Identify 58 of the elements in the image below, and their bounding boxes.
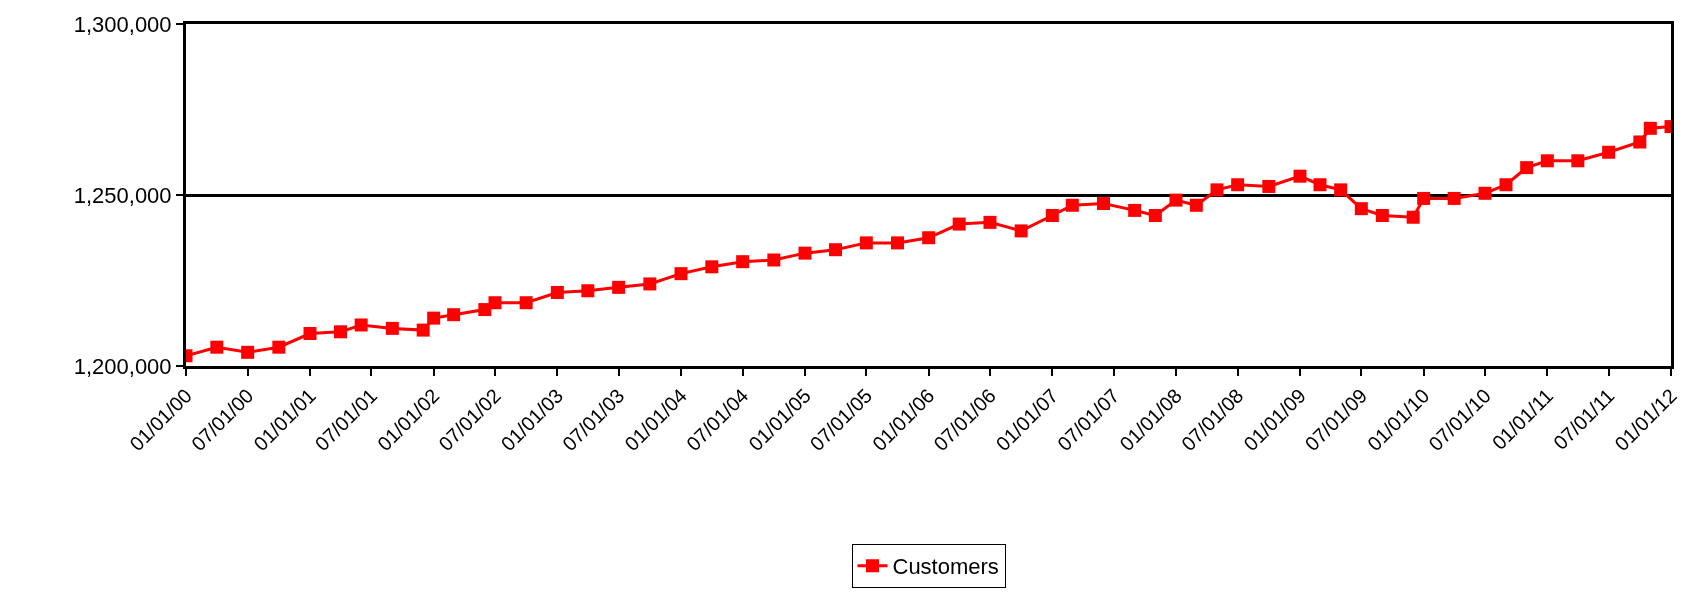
point: [1128, 203, 1142, 217]
point: [952, 217, 966, 231]
point: [581, 284, 595, 298]
point: [385, 321, 399, 335]
point: [1231, 178, 1245, 192]
point: [1045, 209, 1059, 223]
point: [1148, 209, 1162, 223]
point: [829, 243, 842, 257]
point: [983, 215, 997, 229]
point: [859, 236, 873, 250]
point: [210, 340, 224, 354]
point: [1447, 191, 1461, 205]
point: [241, 345, 255, 359]
point: [354, 318, 368, 332]
point: [1571, 154, 1585, 168]
point: [488, 296, 502, 310]
point: [1643, 121, 1657, 135]
legend-label: Customers: [892, 554, 999, 580]
point: [1540, 154, 1554, 168]
point: [922, 231, 936, 245]
point: [1520, 161, 1534, 175]
point: [1262, 179, 1276, 193]
point: [1189, 198, 1203, 212]
point: [1633, 135, 1647, 149]
point: [416, 323, 430, 337]
point: [1478, 186, 1492, 200]
y-tick-label: 1,250,000: [73, 182, 172, 208]
point: [550, 285, 564, 299]
y-tick-label: 1,200,000: [73, 353, 172, 379]
point: [427, 311, 441, 325]
point: [519, 296, 533, 310]
point: [1499, 178, 1513, 192]
point: [1169, 193, 1183, 207]
point: [798, 246, 812, 260]
point: [612, 280, 626, 294]
point: [1375, 209, 1389, 223]
point: [891, 236, 904, 250]
point: [674, 267, 688, 281]
point: [767, 253, 781, 267]
point: [1293, 169, 1307, 183]
point: [643, 277, 657, 291]
point: [272, 340, 286, 354]
point: [1096, 197, 1110, 211]
point: [1406, 210, 1420, 224]
point: [1313, 178, 1327, 192]
point: [1210, 183, 1224, 197]
point: [303, 327, 317, 341]
point: [1014, 224, 1028, 238]
point: [1417, 191, 1431, 205]
y-tick-label: 1,300,000: [73, 11, 172, 37]
point: [705, 260, 719, 274]
point: [1602, 145, 1616, 159]
point: [1354, 202, 1368, 216]
point: [1065, 198, 1079, 212]
point: [447, 308, 461, 322]
point: [736, 255, 750, 269]
point: [334, 325, 347, 339]
point: [1334, 183, 1348, 197]
